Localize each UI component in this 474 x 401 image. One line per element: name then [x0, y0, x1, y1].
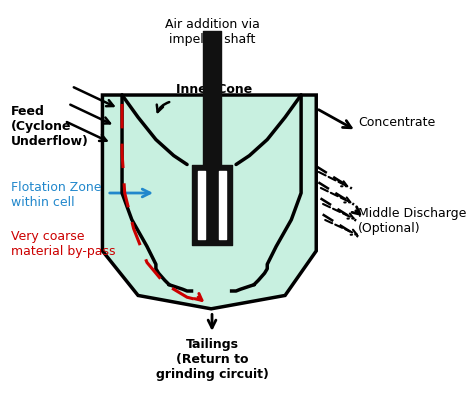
Text: Tailings
(Return to
grinding circuit): Tailings (Return to grinding circuit) — [155, 338, 268, 381]
Text: Very coarse
material by-pass: Very coarse material by-pass — [11, 229, 115, 257]
Text: Flotation Zone
within cell: Flotation Zone within cell — [11, 180, 101, 208]
Polygon shape — [102, 96, 316, 309]
Text: Inner Cone: Inner Cone — [176, 83, 253, 96]
Text: Concentrate: Concentrate — [358, 116, 435, 129]
Text: Air addition via
impeller shaft: Air addition via impeller shaft — [164, 18, 259, 45]
Text: Middle Discharge
(Optional): Middle Discharge (Optional) — [358, 206, 466, 234]
Text: Feed
(Cyclone
Underflow): Feed (Cyclone Underflow) — [11, 105, 89, 148]
